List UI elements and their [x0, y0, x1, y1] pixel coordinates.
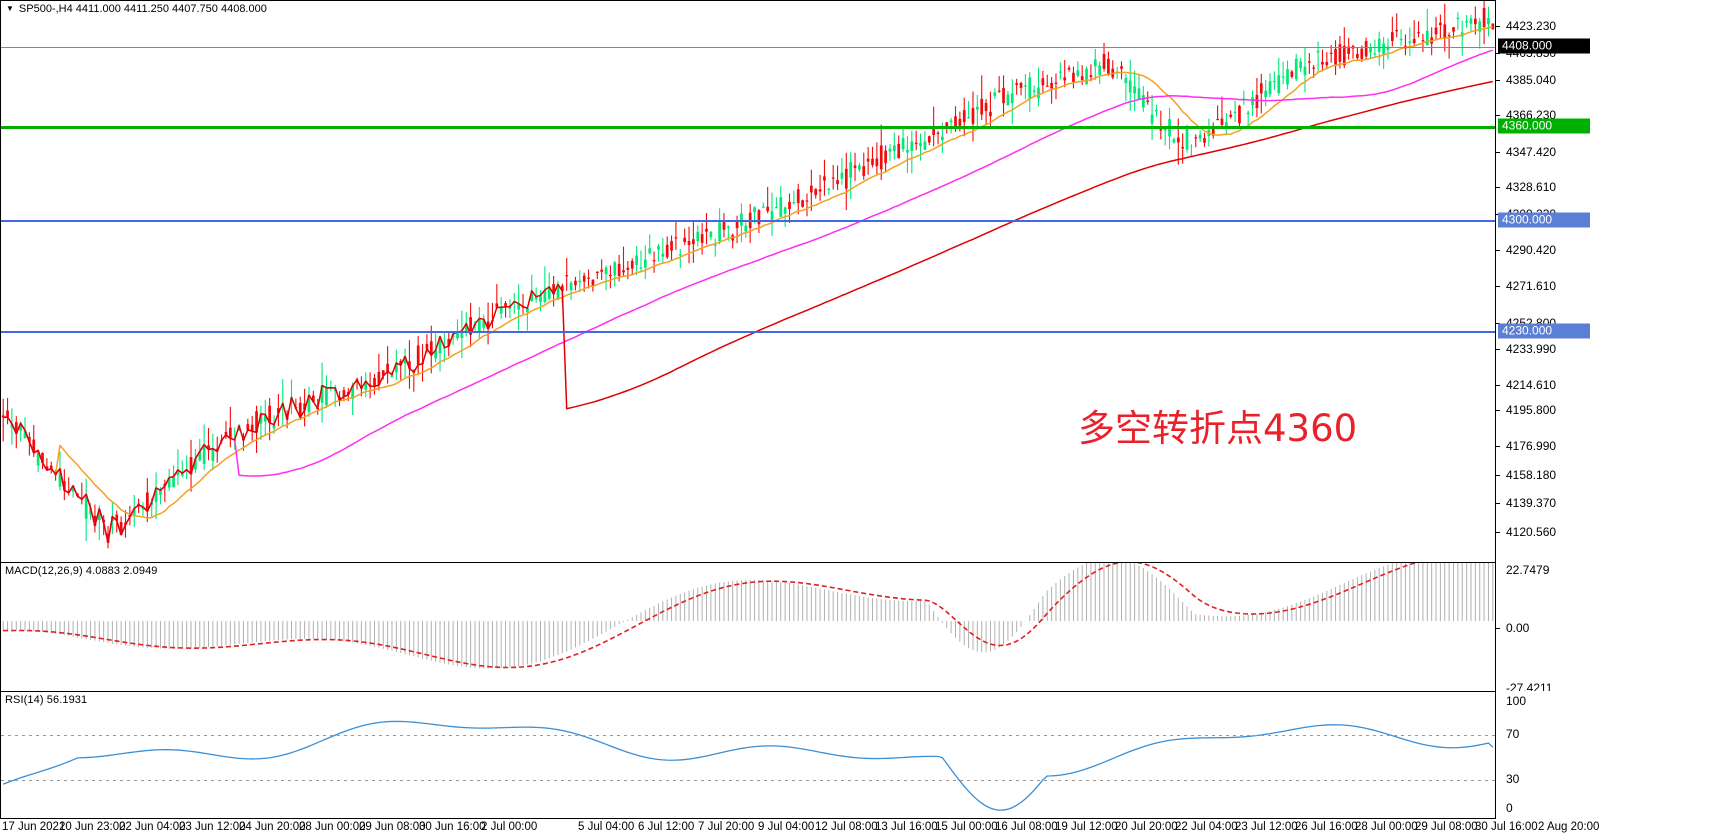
time-label-17: 19 Jul 12:00	[1055, 821, 1118, 833]
time-label-25: 2 Aug 20:00	[1538, 821, 1600, 833]
rsi-tick-30: 30	[1506, 772, 1520, 786]
price-annotation-label: 多空转折点4360	[1078, 407, 1358, 450]
rsi-series-svg	[2, 720, 1494, 811]
price-tick-12: 4195.800	[1496, 403, 1731, 417]
macd-tick-1: 0.00	[1496, 621, 1731, 635]
symbol-quote-text: SP500-,H4 4411.000 4411.250 4407.750 440…	[18, 3, 267, 15]
rsi-panel-label: RSI(14) 56.1931	[5, 694, 88, 706]
time-label-8: 2 Jul 00:00	[481, 821, 538, 833]
support-level-4230[interactable]	[1, 331, 1495, 333]
price-tick-11: 4214.610	[1496, 378, 1731, 392]
rsi-tick-70: 70	[1506, 727, 1520, 741]
time-label-18: 20 Jul 20:00	[1115, 821, 1178, 833]
price-tag-4230-000[interactable]: 4230.000	[1498, 323, 1590, 339]
chart-header: ▼ SP500-,H4 4411.000 4411.250 4407.750 4…	[6, 3, 267, 15]
rsi-indicator-panel[interactable]: RSI(14) 56.1931	[0, 691, 1496, 819]
time-label-3: 23 Jun 12:00	[179, 821, 246, 833]
macd-plot-area[interactable]	[1, 563, 1495, 691]
time-label-11: 7 Jul 20:00	[698, 821, 755, 833]
time-label-10: 6 Jul 12:00	[638, 821, 695, 833]
time-label-13: 12 Jul 08:00	[815, 821, 878, 833]
rsi-guide-1	[1, 780, 1495, 781]
chevron-down-icon[interactable]: ▼	[6, 4, 14, 13]
ma-slow-line	[3, 80, 1493, 544]
time-axis[interactable]: 17 Jun 2021 20 Jun 23:00 22 Jun 04:00 23 Ju…	[0, 819, 1731, 838]
price-axis-scale[interactable]: 4423.2304403.8504385.0404366.2304347.420…	[1496, 0, 1731, 563]
price-tag-4360-000[interactable]: 4360.000	[1498, 118, 1590, 134]
price-tick-4: 4347.420	[1496, 145, 1731, 159]
price-tick-13: 4176.990	[1496, 439, 1731, 453]
time-label-4: 24 Jun 20:00	[239, 821, 306, 833]
price-chart-panel[interactable]	[0, 0, 1496, 563]
price-candlestick-svg	[1, 1, 1495, 549]
price-tick-0: 4423.230	[1496, 19, 1731, 33]
price-tick-8: 4271.610	[1496, 279, 1731, 293]
macd-panel-label: MACD(12,26,9) 4.0883 2.0949	[5, 565, 158, 577]
time-label-1: 20 Jun 23:00	[59, 821, 126, 833]
candle-series	[1, 1, 1495, 549]
time-label-7: 30 Jun 16:00	[419, 821, 486, 833]
time-label-21: 26 Jul 16:00	[1295, 821, 1358, 833]
rsi-tick-0: 0	[1506, 801, 1513, 815]
rsi-guide-0	[1, 735, 1495, 736]
time-label-16: 16 Jul 08:00	[995, 821, 1058, 833]
ma-mid-line	[3, 49, 1494, 544]
time-label-24: 30 Jul 16:00	[1475, 821, 1538, 833]
macd-axis-scale[interactable]: 22.7479 0.00 -27.4211	[1496, 562, 1731, 695]
time-label-9: 5 Jul 04:00	[578, 821, 635, 833]
support-level-4300[interactable]	[1, 220, 1495, 222]
price-tick-14: 4158.180	[1496, 468, 1731, 482]
rsi-tick-100: 100	[1506, 694, 1527, 708]
macd-series-svg	[2, 563, 1494, 669]
price-plot-area[interactable]	[1, 1, 1495, 562]
time-label-14: 13 Jul 16:00	[875, 821, 938, 833]
price-tick-2: 4385.040	[1496, 73, 1731, 87]
price-tick-10: 4233.990	[1496, 342, 1731, 356]
macd-indicator-panel[interactable]: MACD(12,26,9) 4.0883 2.0949	[0, 562, 1496, 692]
macd-tick-0: 22.7479	[1506, 563, 1550, 577]
price-tick-7: 4290.420	[1496, 243, 1731, 257]
price-tick-5: 4328.610	[1496, 180, 1731, 194]
time-label-6: 29 Jun 08:00	[359, 821, 426, 833]
time-label-20: 23 Jul 12:00	[1235, 821, 1298, 833]
time-label-2: 22 Jun 04:00	[119, 821, 186, 833]
price-tick-15: 4139.370	[1496, 496, 1731, 510]
time-label-22: 28 Jul 00:00	[1355, 821, 1418, 833]
time-label-23: 29 Jul 08:00	[1415, 821, 1478, 833]
time-label-12: 9 Jul 04:00	[758, 821, 815, 833]
price-tick-16: 4120.560	[1496, 525, 1731, 539]
rsi-axis-scale[interactable]: 100 70 30 0	[1496, 691, 1731, 819]
macd-histogram	[2, 563, 1494, 669]
price-tag-4300-000[interactable]: 4300.000	[1498, 212, 1590, 228]
rsi-line	[2, 720, 1494, 811]
pivot-level-4360[interactable]	[1, 126, 1495, 129]
time-label-19: 22 Jul 04:00	[1175, 821, 1238, 833]
time-label-0: 17 Jun 2021	[2, 821, 66, 833]
time-label-15: 15 Jul 00:00	[935, 821, 998, 833]
rsi-plot-area[interactable]	[1, 692, 1495, 818]
time-label-5: 28 Jun 00:00	[299, 821, 366, 833]
macd-signal-line	[3, 563, 1418, 669]
price-tag-4408-000[interactable]: 4408.000	[1498, 38, 1590, 54]
current-price-line[interactable]	[1, 47, 1495, 48]
